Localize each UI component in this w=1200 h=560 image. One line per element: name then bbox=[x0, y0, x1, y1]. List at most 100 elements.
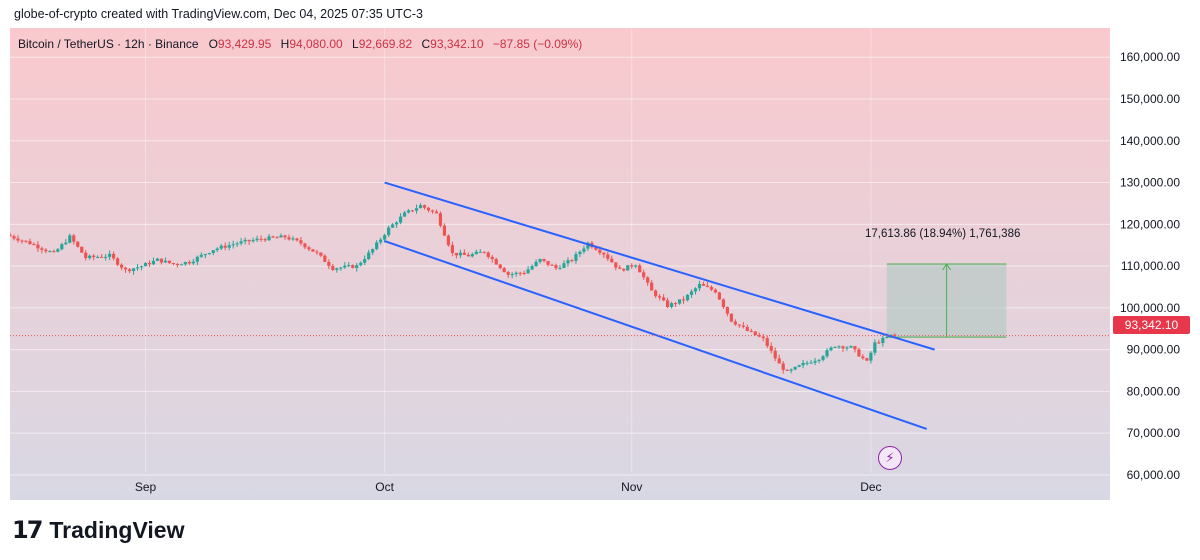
candle-body bbox=[112, 253, 116, 259]
candle-body bbox=[311, 249, 315, 252]
candle-body bbox=[430, 210, 435, 212]
candle-body bbox=[159, 258, 164, 263]
candle-body bbox=[40, 248, 44, 250]
candle-body bbox=[893, 334, 897, 336]
y-tick-label: 70,000.00 bbox=[1127, 426, 1181, 440]
candle-body bbox=[143, 263, 148, 267]
candle-body bbox=[586, 242, 590, 249]
candle-body bbox=[685, 294, 690, 301]
candle-body bbox=[127, 269, 132, 272]
candle-body bbox=[92, 255, 96, 258]
candle-body bbox=[650, 282, 654, 291]
candle-body bbox=[231, 244, 235, 246]
tradingview-logo-text: TradingView bbox=[49, 516, 185, 543]
candle-body bbox=[877, 342, 881, 344]
candle-body bbox=[789, 369, 793, 371]
candle-body bbox=[642, 272, 646, 278]
candle-body bbox=[622, 268, 626, 271]
candle-body bbox=[769, 345, 773, 351]
candle-body bbox=[44, 249, 48, 252]
candle-body bbox=[829, 347, 833, 351]
candle-body bbox=[861, 356, 865, 359]
measure-arrow-head bbox=[942, 263, 952, 271]
candle-body bbox=[761, 336, 765, 339]
candle-body bbox=[418, 205, 423, 209]
candle-body bbox=[179, 264, 183, 266]
candle-body bbox=[28, 241, 32, 245]
candle-body bbox=[84, 252, 88, 259]
chart-area[interactable]: 160,000.00 150,000.00 140,000.00 130,000.00… bbox=[10, 28, 1190, 500]
candle-body bbox=[462, 252, 466, 255]
candle-body bbox=[215, 248, 219, 251]
candle-body bbox=[255, 238, 259, 241]
channel-lower-line bbox=[384, 240, 927, 430]
candle-body bbox=[319, 252, 323, 256]
candle-body bbox=[785, 369, 789, 371]
candle-body bbox=[606, 254, 610, 259]
candle-body bbox=[522, 273, 526, 275]
candle-body bbox=[367, 252, 371, 260]
y-tick-label: 150,000.00 bbox=[1120, 92, 1180, 106]
candle-body bbox=[275, 237, 279, 239]
candle-body bbox=[506, 272, 510, 275]
candle-body bbox=[805, 362, 809, 364]
candle-body bbox=[865, 358, 869, 361]
candle-body bbox=[566, 260, 570, 264]
candle-body bbox=[797, 365, 801, 367]
candle-body bbox=[717, 292, 722, 300]
candle-body bbox=[119, 264, 124, 268]
candle-body bbox=[737, 324, 741, 326]
x-tick-label: Dec bbox=[860, 480, 881, 494]
tradingview-logo-mark: 17 bbox=[12, 516, 43, 544]
candle-body bbox=[68, 235, 72, 243]
tradingview-logo[interactable]: 17 TradingView bbox=[12, 515, 184, 545]
candle-body bbox=[410, 210, 415, 212]
candle-body bbox=[705, 285, 710, 287]
candle-body bbox=[100, 256, 104, 258]
candle-body bbox=[387, 227, 391, 236]
candle-body bbox=[801, 362, 805, 366]
candle-body bbox=[32, 244, 36, 246]
candle-body bbox=[518, 272, 522, 274]
candle-body bbox=[76, 241, 80, 247]
candle-body bbox=[60, 244, 64, 250]
lightning-icon[interactable]: ⚡︎ bbox=[878, 446, 902, 470]
legend-close-label: C bbox=[421, 37, 431, 51]
candle-body bbox=[131, 268, 136, 272]
legend-close-value: 93,342.10 bbox=[430, 37, 484, 51]
candle-body bbox=[96, 256, 100, 258]
y-tick-label: 160,000.00 bbox=[1120, 50, 1180, 64]
candle-body bbox=[825, 350, 829, 357]
candle-body bbox=[383, 235, 387, 240]
candle-body bbox=[873, 342, 877, 353]
candle-body bbox=[203, 254, 207, 256]
candle-body bbox=[391, 224, 395, 228]
candle-body bbox=[315, 251, 319, 253]
candle-body bbox=[259, 238, 263, 240]
candle-body bbox=[494, 259, 498, 265]
candle-body bbox=[817, 359, 821, 361]
candle-body bbox=[841, 346, 845, 349]
candle-body bbox=[610, 258, 614, 263]
candle-body bbox=[614, 262, 618, 268]
legend-low-label: L bbox=[352, 37, 359, 51]
candle-body bbox=[578, 251, 582, 255]
candle-body bbox=[323, 255, 327, 262]
candle-body bbox=[339, 267, 343, 269]
candle-body bbox=[155, 258, 160, 261]
candle-body bbox=[239, 241, 243, 244]
candle-body bbox=[450, 245, 454, 253]
y-tick-label: 100,000.00 bbox=[1120, 301, 1180, 315]
candle-body bbox=[363, 259, 367, 263]
candle-body bbox=[108, 253, 112, 257]
candle-body bbox=[52, 251, 56, 253]
legend-symbol: Bitcoin / TetherUS · 12h · Binance bbox=[18, 37, 199, 51]
candle-body bbox=[394, 222, 399, 225]
candle-body bbox=[721, 299, 726, 308]
candle-body bbox=[677, 299, 682, 304]
candle-body bbox=[303, 243, 307, 248]
candle-body bbox=[550, 264, 554, 266]
legend-high-value: 94,080.00 bbox=[289, 37, 343, 51]
price-chart[interactable]: 160,000.00 150,000.00 140,000.00 130,000.00… bbox=[10, 28, 1190, 500]
candle-body bbox=[446, 235, 451, 246]
